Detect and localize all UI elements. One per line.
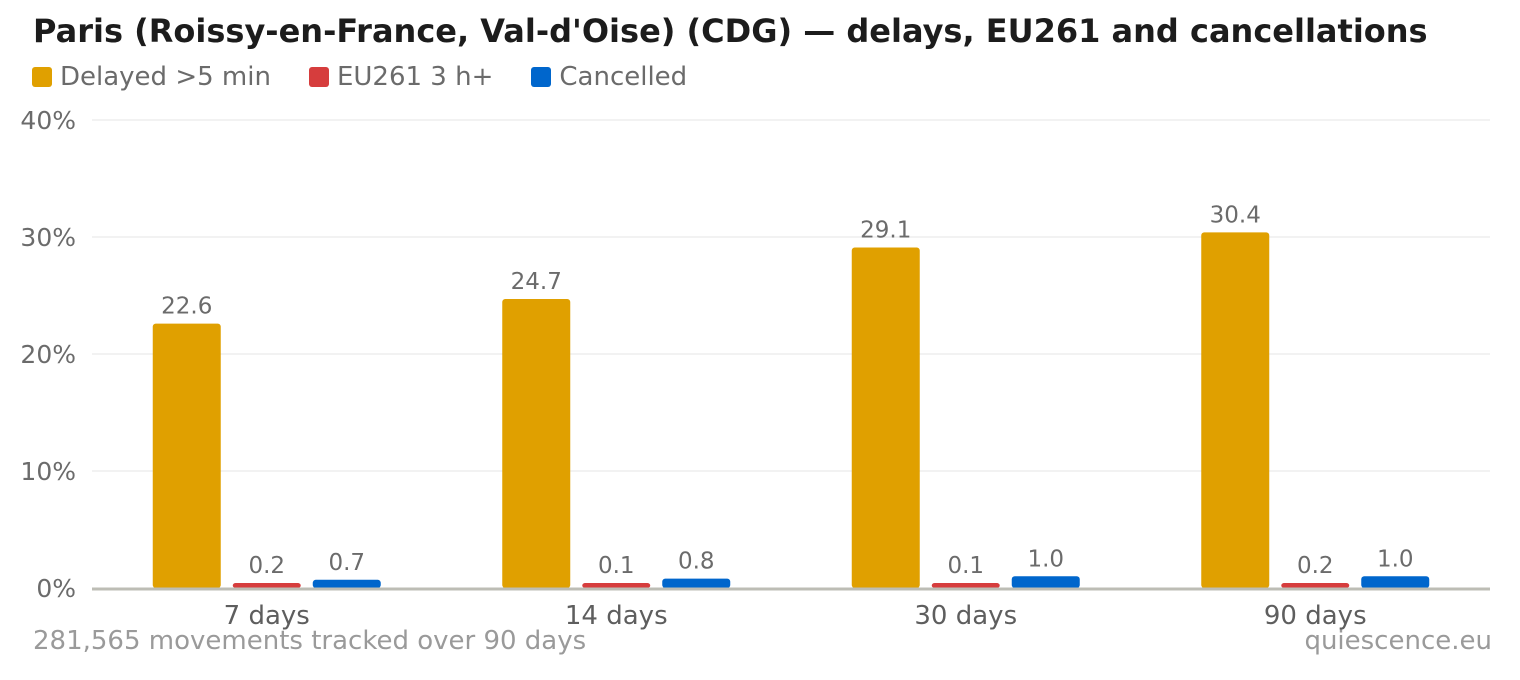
- data-label-cancelled: 0.7: [328, 550, 365, 576]
- data-label-eu261: 0.1: [947, 553, 984, 579]
- legend-swatch-eu261: [308, 67, 329, 87]
- bar-eu261: [931, 583, 1000, 588]
- legend-label-delayed: Delayed >5 min: [60, 62, 271, 92]
- legend-label-cancelled: Cancelled: [559, 62, 688, 92]
- bar-eu261: [1281, 583, 1350, 588]
- data-label-eu261: 0.1: [598, 553, 635, 579]
- data-label-cancelled: 0.8: [678, 549, 715, 575]
- bar-delayed: [1201, 232, 1270, 588]
- bar-cancelled: [1361, 576, 1430, 588]
- legend-label-eu261: EU261 3 h+: [336, 62, 494, 92]
- legend-item-delayed: Delayed >5 min: [32, 62, 271, 92]
- x-tick-label: 30 days: [914, 601, 1017, 631]
- data-label-cancelled: 1.0: [1027, 546, 1064, 572]
- legend-item-eu261: EU261 3 h+: [308, 62, 494, 92]
- bar-delayed: [502, 299, 571, 588]
- x-tick-label: 14 days: [565, 601, 668, 631]
- bar-cancelled: [1011, 576, 1080, 588]
- x-tick-label: 90 days: [1264, 601, 1367, 631]
- footer-movements-note: 281,565 movements tracked over 90 days: [33, 626, 587, 656]
- bar-delayed: [851, 247, 920, 588]
- y-tick-label: 40%: [20, 106, 76, 135]
- legend-swatch-cancelled: [531, 67, 552, 87]
- footer-source: quiescence.eu: [1304, 626, 1492, 656]
- bar-delayed: [152, 323, 221, 588]
- data-label-delayed: 29.1: [860, 218, 911, 244]
- bar-eu261: [232, 583, 301, 588]
- data-label-delayed: 30.4: [1210, 202, 1261, 228]
- bar-cancelled: [312, 579, 381, 588]
- data-label-cancelled: 1.0: [1377, 546, 1414, 572]
- chart-title: Paris (Roissy-en-France, Val-d'Oise) (CD…: [33, 12, 1428, 50]
- data-label-delayed: 22.6: [161, 294, 212, 320]
- x-tick-label: 7 days: [224, 601, 310, 631]
- legend: Delayed >5 min EU261 3 h+ Cancelled: [32, 60, 725, 94]
- y-tick-label: 0%: [36, 574, 76, 603]
- bar-cancelled: [662, 578, 731, 588]
- data-label-eu261: 0.2: [1297, 553, 1334, 579]
- data-label-eu261: 0.2: [248, 553, 285, 579]
- y-tick-label: 30%: [20, 223, 76, 252]
- y-tick-label: 10%: [20, 457, 76, 486]
- data-label-delayed: 24.7: [511, 269, 562, 295]
- legend-item-cancelled: Cancelled: [531, 62, 687, 92]
- bar-eu261: [582, 583, 651, 588]
- y-tick-label: 20%: [20, 340, 76, 369]
- legend-swatch-delayed: [32, 67, 52, 87]
